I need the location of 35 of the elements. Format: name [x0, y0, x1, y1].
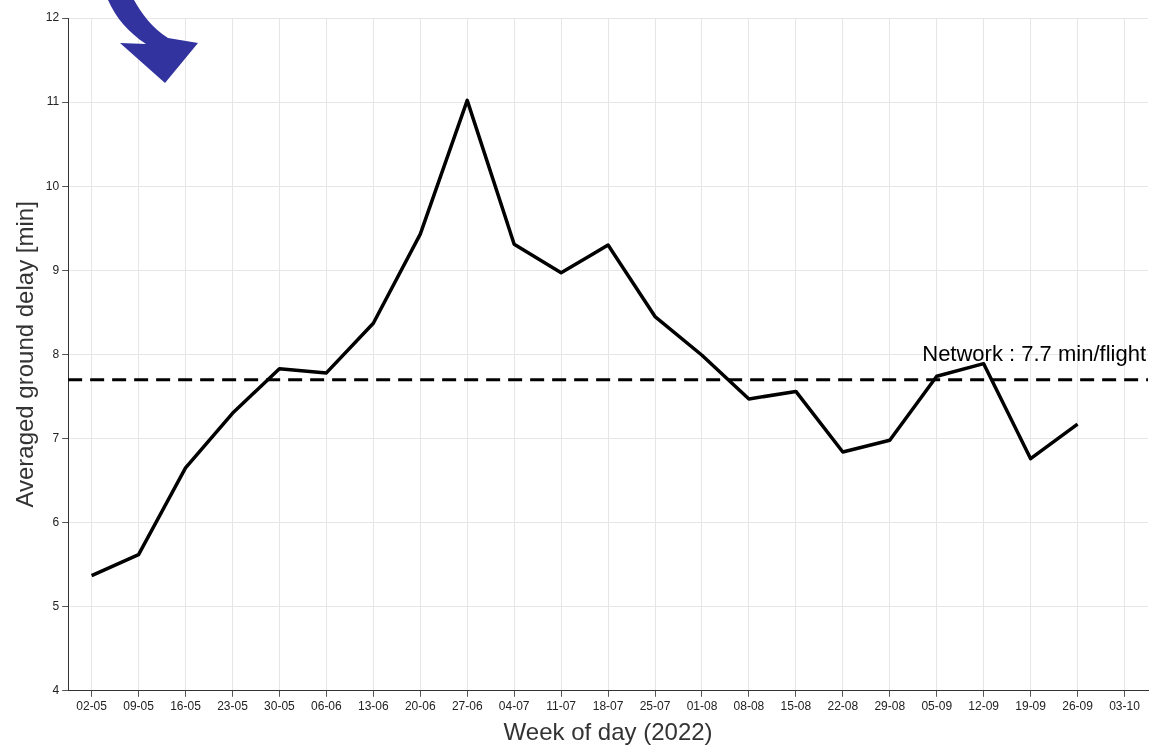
x-tick-label: 11-07 [546, 699, 577, 714]
x-tick-label: 30-05 [264, 699, 296, 714]
x-tick-label: 20-06 [404, 699, 436, 714]
y-tick-label: 11 [46, 94, 60, 109]
x-tick-label: 27-06 [451, 699, 483, 714]
y-tick-label: 12 [45, 10, 60, 25]
x-tick-label: 18-07 [592, 699, 624, 714]
x-tick-label: 06-06 [311, 699, 343, 714]
x-tick-label: 01-08 [686, 699, 718, 714]
x-tick-label: 02-05 [76, 699, 108, 714]
y-tick-label: 6 [52, 514, 60, 529]
x-tick-label: 08-08 [733, 699, 765, 714]
x-tick-label: 13-06 [357, 699, 389, 714]
x-tick-label: 19-09 [1015, 699, 1047, 714]
x-tick-label: 09-05 [123, 699, 155, 714]
ref-line-label: Network : 7.7 min/flight [922, 340, 1146, 366]
y-tick-label: 9 [52, 262, 60, 277]
x-tick-label: 22-08 [827, 699, 859, 714]
y-tick-label: 5 [52, 599, 60, 614]
x-tick-label: 25-07 [639, 699, 671, 714]
x-tick-label: 16-05 [170, 699, 202, 714]
x-tick-label: 05-09 [921, 699, 953, 714]
x-tick-label: 23-05 [217, 699, 249, 714]
x-tick-label: 15-08 [780, 699, 812, 714]
x-axis-title: Week of day (2022) [503, 718, 713, 746]
x-tick-label: 29-08 [874, 699, 906, 714]
y-axis-title: Averaged ground delay [min] [11, 201, 39, 508]
x-tick-label: 03-10 [1109, 699, 1141, 714]
y-tick-label: 10 [45, 178, 60, 193]
y-tick-label: 8 [52, 346, 60, 361]
y-tick-label: 7 [52, 430, 60, 445]
y-tick-label: 4 [52, 683, 60, 698]
x-tick-label: 04-07 [498, 699, 530, 714]
x-tick-label: 12-09 [968, 699, 1000, 714]
x-tick-label: 26-09 [1062, 699, 1094, 714]
